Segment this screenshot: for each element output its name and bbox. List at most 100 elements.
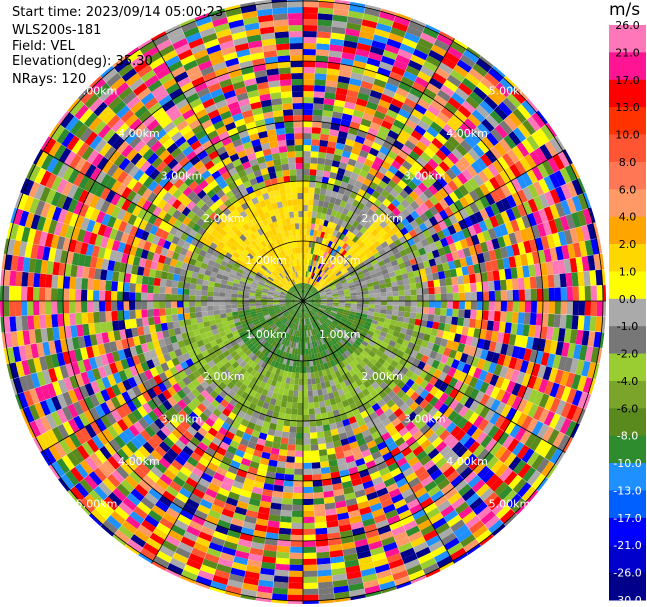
range-gate bbox=[404, 295, 411, 301]
range-gate bbox=[427, 142, 440, 154]
range-gate bbox=[326, 294, 333, 298]
range-gate bbox=[102, 477, 117, 492]
range-gate bbox=[205, 264, 214, 272]
range-gate bbox=[396, 203, 406, 213]
range-gate bbox=[307, 342, 311, 349]
range-gate bbox=[360, 244, 369, 252]
range-gate bbox=[352, 228, 360, 236]
range-gate bbox=[257, 283, 264, 289]
range-gate bbox=[256, 399, 265, 408]
range-gate bbox=[152, 385, 163, 396]
range-gate bbox=[269, 311, 276, 316]
range-gate bbox=[119, 262, 127, 273]
range-gate bbox=[129, 470, 143, 484]
range-gate bbox=[343, 343, 350, 351]
range-gate bbox=[14, 192, 23, 209]
range-gate bbox=[462, 344, 472, 355]
range-gate bbox=[249, 336, 257, 343]
range-gate bbox=[386, 305, 393, 311]
range-gate bbox=[458, 82, 473, 96]
range-gate bbox=[380, 305, 387, 310]
range-gate bbox=[318, 269, 323, 276]
range-gate bbox=[530, 301, 537, 314]
range-gate bbox=[312, 121, 322, 128]
range-gate bbox=[371, 476, 384, 486]
range-gate bbox=[303, 396, 309, 403]
range-gate bbox=[480, 153, 493, 167]
range-gate bbox=[341, 352, 349, 360]
range-gate bbox=[35, 434, 49, 451]
range-gate bbox=[378, 426, 388, 437]
range-gate bbox=[236, 388, 245, 397]
range-gate bbox=[303, 384, 308, 391]
range-gate bbox=[392, 216, 401, 226]
range-gate bbox=[99, 401, 111, 415]
range-gate bbox=[419, 454, 432, 466]
range-gate bbox=[147, 437, 159, 450]
range-gate bbox=[14, 394, 23, 410]
range-gate bbox=[306, 336, 310, 343]
range-gate bbox=[519, 430, 532, 445]
range-gate bbox=[308, 278, 312, 285]
range-gate bbox=[506, 301, 513, 312]
range-gate bbox=[451, 148, 464, 161]
range-gate bbox=[171, 524, 186, 537]
range-gate bbox=[270, 352, 276, 360]
range-gate bbox=[133, 449, 147, 463]
range-gate bbox=[33, 229, 43, 245]
range-gate bbox=[341, 327, 349, 333]
range-gate bbox=[358, 556, 373, 566]
range-gate bbox=[81, 312, 89, 325]
range-gate bbox=[303, 169, 310, 176]
range-gate bbox=[407, 134, 420, 146]
range-gate bbox=[368, 540, 383, 551]
range-gate bbox=[181, 332, 189, 340]
range-gate bbox=[45, 413, 58, 430]
range-gate bbox=[383, 385, 393, 395]
range-gate bbox=[201, 422, 212, 433]
range-gate bbox=[371, 116, 384, 126]
range-gate bbox=[319, 291, 326, 295]
range-gate bbox=[468, 412, 480, 425]
range-gate bbox=[236, 357, 244, 365]
range-gate bbox=[481, 469, 495, 484]
range-gate bbox=[350, 301, 357, 304]
range-gate bbox=[329, 398, 337, 406]
range-gate bbox=[150, 466, 164, 479]
range-gate bbox=[492, 523, 506, 537]
range-gate bbox=[431, 436, 444, 449]
range-gate bbox=[372, 332, 380, 340]
range-gate bbox=[303, 133, 312, 140]
range-gate bbox=[408, 165, 420, 177]
range-gate bbox=[303, 19, 318, 26]
range-gate bbox=[21, 271, 29, 287]
range-gate bbox=[314, 515, 327, 523]
range-gate bbox=[78, 412, 90, 427]
range-gate bbox=[310, 151, 319, 158]
range-gate bbox=[485, 132, 499, 146]
range-gate bbox=[56, 236, 66, 250]
range-gate bbox=[318, 151, 327, 159]
range-gate bbox=[313, 340, 318, 348]
range-gate bbox=[162, 399, 173, 411]
range-gate bbox=[410, 129, 423, 141]
range-gate bbox=[324, 321, 330, 327]
range-gate bbox=[361, 429, 372, 438]
range-gate bbox=[231, 307, 238, 313]
range-gate bbox=[510, 178, 523, 192]
range-gate bbox=[111, 422, 124, 436]
range-gate bbox=[303, 312, 305, 319]
range-gate bbox=[101, 428, 114, 443]
range-gate bbox=[345, 429, 355, 438]
range-gate bbox=[93, 311, 101, 323]
range-gate bbox=[351, 322, 358, 329]
range-gate bbox=[250, 313, 258, 318]
range-gate bbox=[408, 113, 421, 125]
range-gate bbox=[39, 287, 46, 301]
range-gate bbox=[159, 315, 167, 324]
range-gate bbox=[65, 251, 75, 265]
range-gate bbox=[336, 272, 344, 279]
range-gate bbox=[502, 434, 515, 449]
range-gate bbox=[240, 277, 247, 283]
range-gate bbox=[294, 456, 303, 463]
